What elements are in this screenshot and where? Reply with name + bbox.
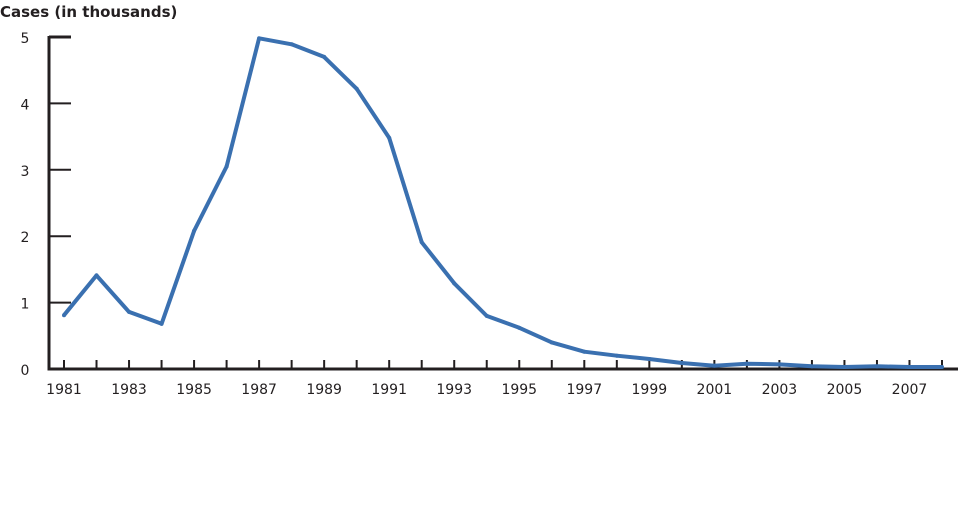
data-point: [614, 353, 619, 358]
data-point: [647, 357, 652, 362]
data-point: [809, 364, 814, 369]
data-point: [517, 325, 522, 330]
data-point: [744, 361, 749, 366]
x-tick-label: 1983: [111, 382, 147, 398]
data-point: [907, 365, 912, 370]
x-tick-label: 1997: [566, 382, 602, 398]
data-point: [289, 42, 294, 47]
x-tick-label: 2001: [697, 382, 733, 398]
data-point: [582, 349, 587, 354]
data-point: [354, 86, 359, 91]
x-tick-label: 1993: [436, 382, 472, 398]
data-point: [192, 228, 197, 233]
data-point: [940, 365, 944, 370]
x-tick-label: 2003: [762, 382, 798, 398]
x-tick-label: 1999: [632, 382, 668, 398]
data-point: [224, 164, 229, 169]
x-tick-label: 1985: [176, 382, 212, 398]
y-tick-label: 5: [21, 31, 30, 47]
x-tick-label: 2005: [827, 382, 863, 398]
data-point: [257, 36, 262, 41]
data-point: [159, 321, 164, 326]
x-tick-label: 1981: [46, 382, 82, 398]
data-point: [679, 361, 684, 366]
data-point: [387, 135, 392, 140]
y-tick-label: 1: [21, 297, 30, 313]
data-point: [127, 309, 132, 314]
y-tick-label: 4: [21, 97, 30, 113]
data-point: [712, 363, 717, 368]
data-point: [484, 313, 489, 318]
data-point: [62, 313, 66, 318]
data-point: [777, 362, 782, 367]
x-tick-label: 1991: [371, 382, 407, 398]
x-tick-label: 1987: [241, 382, 277, 398]
series-line: [62, 36, 942, 369]
data-point: [322, 54, 327, 59]
data-point: [94, 273, 99, 278]
x-tick-label: 2007: [892, 382, 928, 398]
y-tick-label: 2: [21, 230, 30, 246]
data-point: [419, 240, 424, 245]
y-axis-label: Cases (in thousands): [0, 3, 177, 21]
data-point: [452, 281, 457, 286]
x-tick-label: 1995: [501, 382, 537, 398]
y-tick-label: 3: [21, 164, 30, 180]
y-tick-label: 0: [21, 363, 30, 379]
data-point: [549, 340, 554, 345]
data-point: [874, 364, 879, 369]
x-tick-label: 1989: [306, 382, 342, 398]
data-point: [842, 365, 847, 370]
